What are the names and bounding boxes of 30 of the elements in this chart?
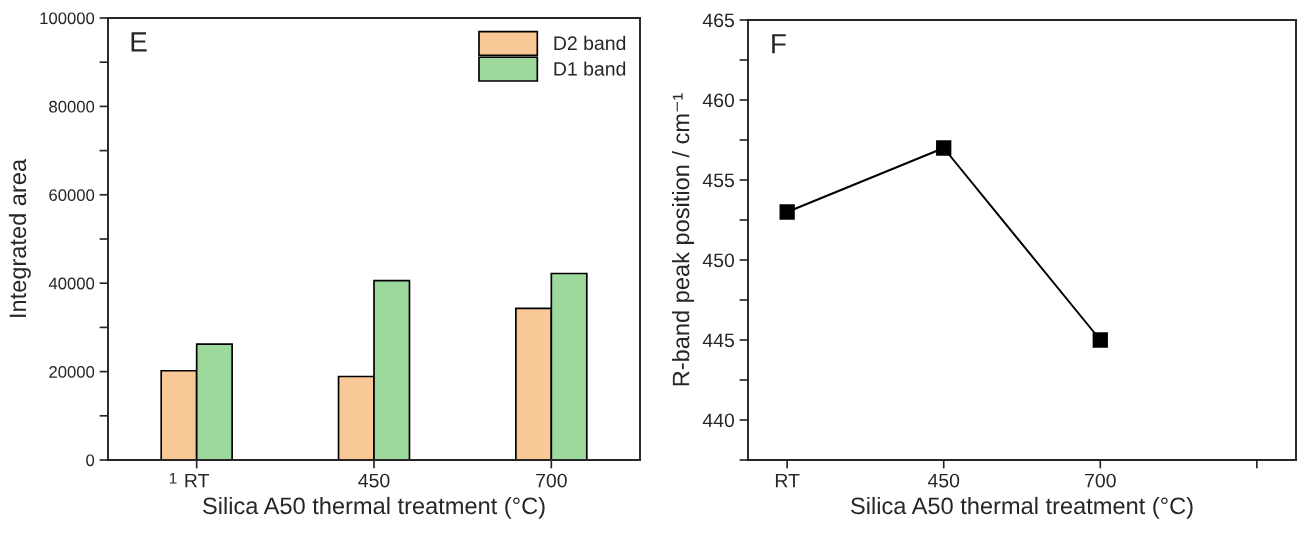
y-tick-label: 450 [702,253,735,268]
y-tick-label: 80000 [49,100,95,113]
x-axis-title: Silica A50 thermal treatment (°C) [203,496,545,519]
x-tick-label: 700 [536,473,567,488]
y-tick-label: 460 [702,93,735,108]
point [1092,332,1108,348]
legend-label: D2 band [554,35,626,51]
y-tick-label: 60000 [49,189,95,201]
annotation: F [772,34,786,54]
x-tick-label: RT [775,473,800,488]
point [936,140,952,156]
x-axis-title: Silica A50 thermal treatment (°C) [851,496,1193,519]
y-tick-label: 440 [702,413,735,428]
y-axis-title: R-band peak position / cm⁻¹ [672,93,695,386]
y-tick-label: 40000 [48,277,95,290]
x-tick-label: 700 [1085,473,1116,488]
point [779,204,795,220]
y-axis-title: Integrated area [8,158,31,317]
y-tick-label: 20000 [49,366,95,378]
x-tick-label: RT [185,473,210,488]
x-tick-label: 450 [927,473,960,488]
y-tick-label: 100000 [40,12,95,25]
y-tick-label: 455 [702,173,734,188]
x-tick-label: 450 [358,473,390,488]
annotation: E [131,32,147,52]
y-tick-label: 0 [86,454,95,467]
y-tick-label: 445 [702,333,734,348]
annotation: 1 [169,473,177,484]
legend-label: D1 band [554,61,626,76]
y-tick-label: 465 [702,13,734,28]
